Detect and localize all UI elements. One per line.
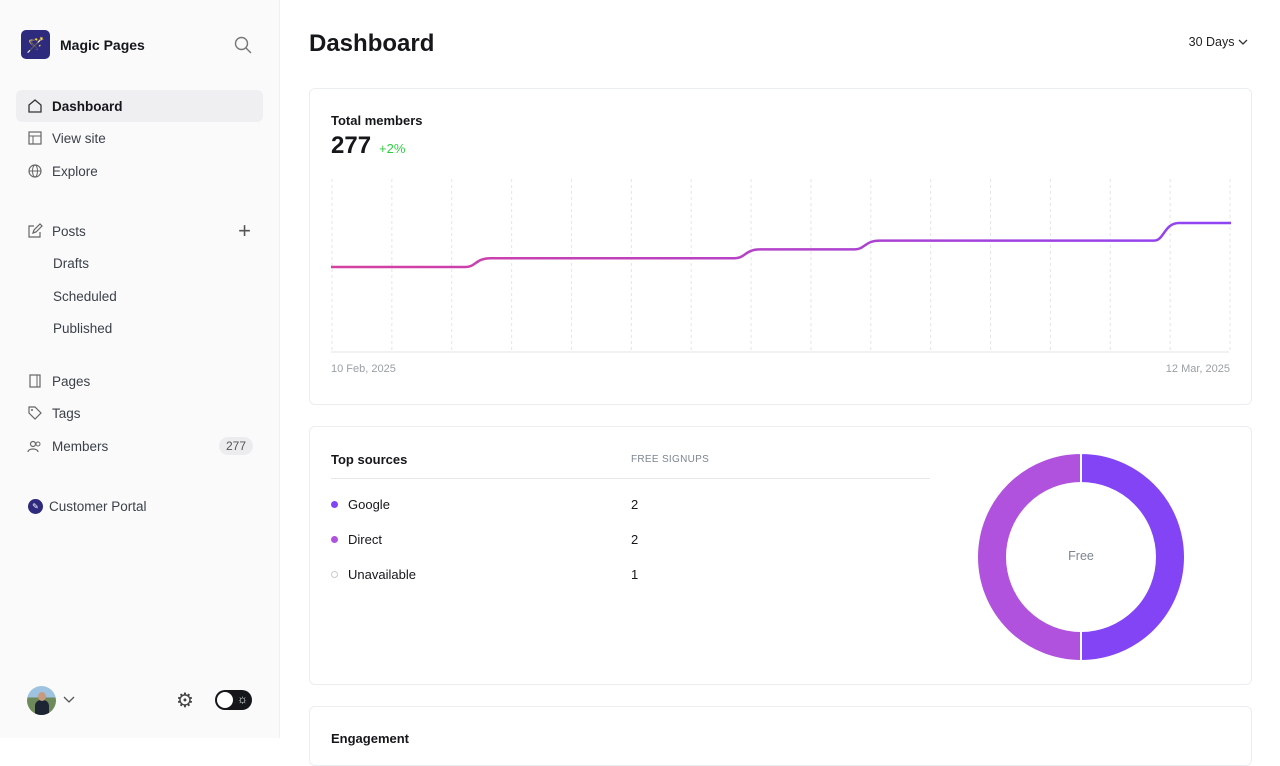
sidebar-item-members[interactable]: Members 277 <box>16 430 263 462</box>
label: Tags <box>52 405 81 421</box>
label: Posts <box>52 223 86 239</box>
source-row: Unavailable <box>331 567 631 582</box>
source-row: Google <box>331 497 631 512</box>
members-line <box>331 221 1231 269</box>
chevron-down-icon[interactable] <box>63 696 75 704</box>
theme-toggle[interactable]: ☼ <box>215 690 252 710</box>
total-members-card: Total members 277 +2% 10 Feb, 2025 12 Ma… <box>309 88 1252 405</box>
sidebar-item-published[interactable]: Published <box>16 312 263 344</box>
sidebar-item-customer-portal[interactable]: ✎ Customer Portal <box>16 490 263 522</box>
source-row: Direct <box>331 532 631 547</box>
label: View site <box>52 130 106 146</box>
members-change: +2% <box>379 141 406 156</box>
source-value: 2 <box>631 532 639 547</box>
globe-icon <box>26 162 44 180</box>
magic-wand-logo-icon: 🪄 <box>21 30 50 59</box>
sidebar-item-explore[interactable]: Explore <box>16 155 263 187</box>
sidebar-item-pages[interactable]: Pages <box>16 365 263 397</box>
label: Members <box>52 438 109 454</box>
divider <box>331 478 930 479</box>
source-dot <box>331 571 338 578</box>
sidebar-item-view-site[interactable]: View site <box>16 122 263 154</box>
sidebar: 🪄 Magic Pages Dashboard View site Explor… <box>0 0 280 738</box>
label: Explore <box>52 163 98 179</box>
label: Drafts <box>53 255 90 271</box>
label: Pages <box>52 373 91 389</box>
add-post-button[interactable]: + <box>238 218 251 243</box>
source-value: 1 <box>631 567 639 582</box>
x-tick-start: 10 Feb, 2025 <box>331 363 396 375</box>
source-name: Direct <box>348 532 382 547</box>
members-count-badge: 277 <box>218 437 253 455</box>
source-name: Unavailable <box>348 567 416 582</box>
label: Published <box>53 320 113 336</box>
source-value: 2 <box>631 497 639 512</box>
source-name: Google <box>348 497 390 512</box>
gear-icon[interactable]: ⚙ <box>176 690 194 712</box>
x-tick-end: 12 Mar, 2025 <box>1165 363 1230 375</box>
brand-name: Magic Pages <box>60 36 145 53</box>
donut-label: Free <box>1068 549 1094 563</box>
column-header: FREE SIGNUPS <box>631 454 710 465</box>
sidebar-item-posts[interactable]: Posts + <box>16 215 263 247</box>
label: Scheduled <box>53 288 117 304</box>
brand[interactable]: 🪄 Magic Pages <box>21 30 145 59</box>
engagement-card: Engagement <box>309 706 1252 766</box>
sun-icon: ☼ <box>237 692 248 706</box>
donut-slice-direct[interactable] <box>976 452 1082 662</box>
page-icon <box>26 372 44 390</box>
edit-icon <box>26 222 44 240</box>
source-dot <box>331 536 338 543</box>
card-title: Top sources <box>331 452 408 467</box>
label: Dashboard <box>52 98 123 114</box>
sidebar-item-dashboard[interactable]: Dashboard <box>16 90 263 122</box>
card-title: Engagement <box>331 731 410 746</box>
date-range-select[interactable]: 30 Days <box>1189 35 1248 49</box>
search-icon[interactable] <box>234 36 252 54</box>
sources-donut-chart <box>976 452 1186 662</box>
sidebar-item-drafts[interactable]: Drafts <box>16 247 263 279</box>
chevron-down-icon <box>1238 39 1248 45</box>
home-icon <box>26 97 44 115</box>
sidebar-item-scheduled[interactable]: Scheduled <box>16 280 263 312</box>
user-avatar[interactable] <box>27 686 56 715</box>
top-sources-card: Top sources FREE SIGNUPS Google 2 Direct 2 U… <box>309 426 1252 685</box>
layout-icon <box>26 129 44 147</box>
card-title: Total members <box>331 113 423 128</box>
users-icon <box>26 437 44 455</box>
members-value: 277 <box>331 132 372 159</box>
label: Customer Portal <box>49 498 147 514</box>
source-dot <box>331 501 338 508</box>
members-line-chart <box>331 179 1231 353</box>
page-title: Dashboard <box>309 30 435 57</box>
portal-icon: ✎ <box>28 498 43 514</box>
label: 30 Days <box>1188 35 1235 49</box>
donut-slice-google[interactable] <box>1080 452 1186 662</box>
sidebar-item-tags[interactable]: Tags <box>16 397 263 429</box>
tag-icon <box>26 404 44 422</box>
